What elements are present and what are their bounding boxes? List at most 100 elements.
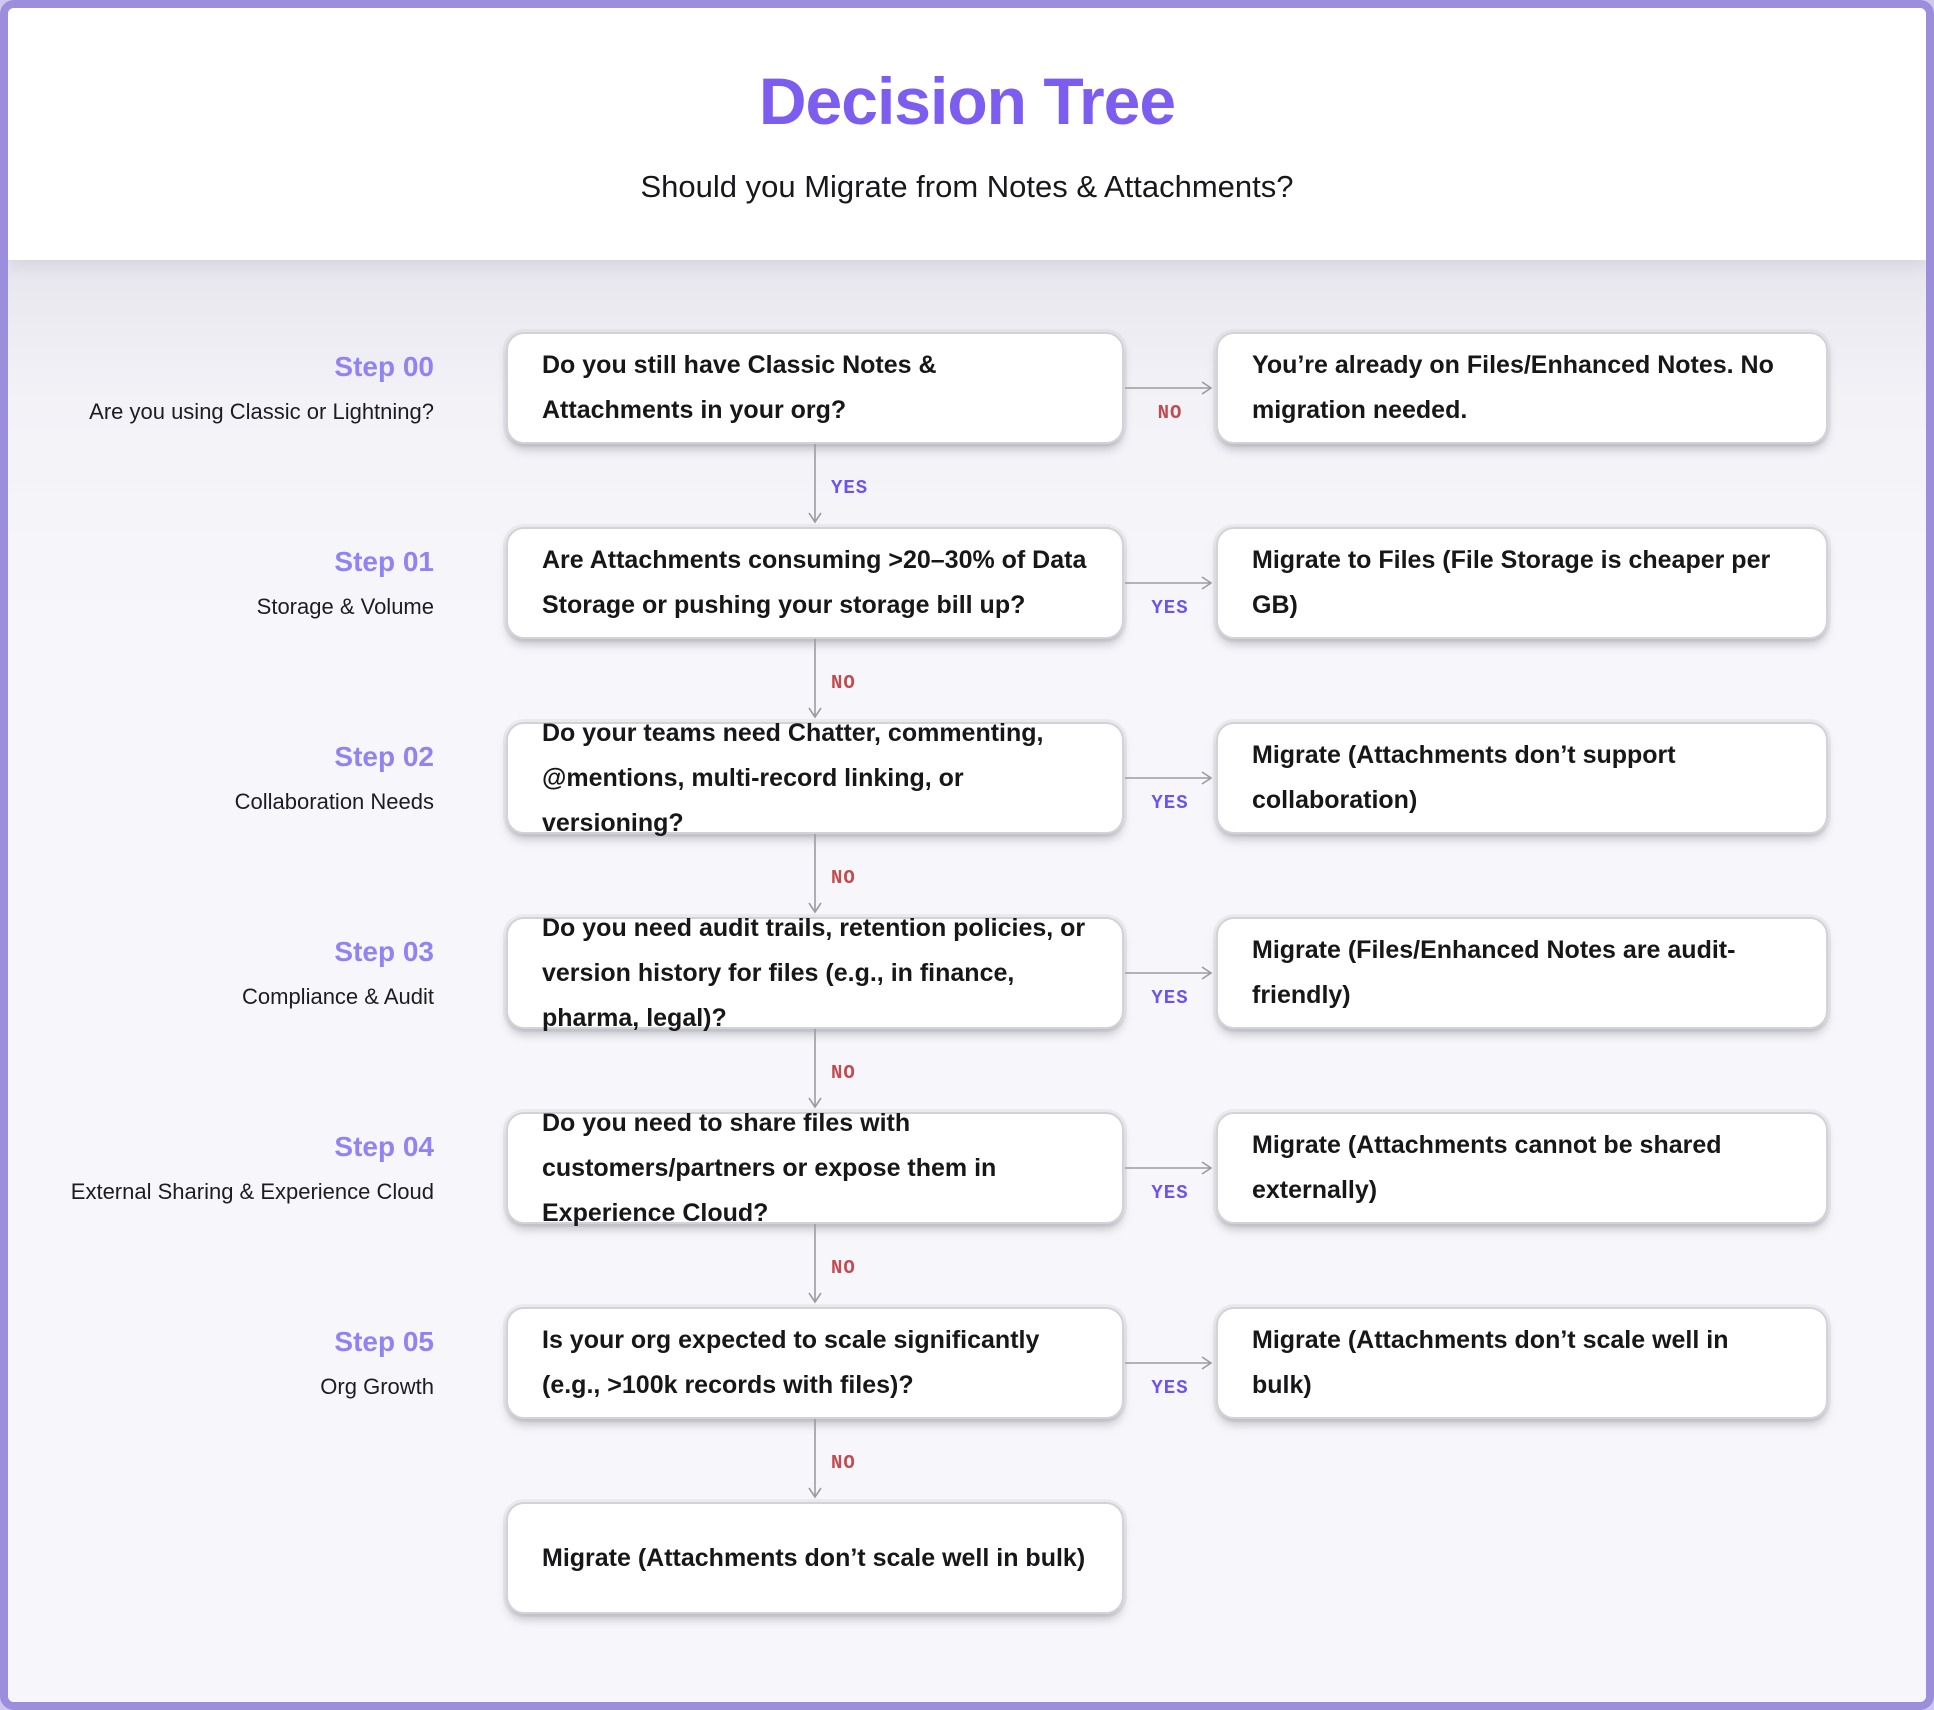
answer-box: Migrate (Attachments don’t support colla… [1216, 722, 1828, 834]
branch-arrow-cell: YES [1124, 917, 1216, 1029]
down-label: NO [831, 867, 856, 889]
down-label: NO [831, 1257, 856, 1279]
step-label-block: Step 03 Compliance & Audit [8, 917, 506, 1029]
question-text: Do your teams need Chatter, commenting, … [542, 718, 1044, 837]
answer-text: Migrate to Files (File Storage is cheape… [1252, 546, 1771, 619]
down-label: NO [831, 1062, 856, 1084]
step-label: Step 02 [334, 741, 434, 772]
down-arrow-cell: NO [506, 834, 1124, 922]
step-category: Org Growth [320, 1374, 434, 1399]
answer-text: Migrate (Attachments cannot be shared ex… [1252, 1131, 1722, 1204]
question-box: Is your org expected to scale significan… [506, 1307, 1124, 1419]
branch-arrow-cell: YES [1124, 527, 1216, 639]
down-arrow-cell: NO [506, 1419, 1124, 1507]
final-row: Migrate (Attachments don’t scale well in… [8, 1502, 1926, 1614]
answer-box: Migrate to Files (File Storage is cheape… [1216, 527, 1828, 639]
branch-arrow-cell: YES [1124, 1307, 1216, 1419]
down-label: YES [831, 477, 869, 499]
step-label: Step 00 [334, 351, 434, 382]
answer-text: Migrate (Files/Enhanced Notes are audit-… [1252, 936, 1736, 1009]
answer-text: You’re already on Files/Enhanced Notes. … [1252, 351, 1774, 424]
question-box: Do you still have Classic Notes & Attach… [506, 332, 1124, 444]
question-cell: Do your teams need Chatter, commenting, … [506, 719, 1124, 837]
question-cell: Do you still have Classic Notes & Attach… [506, 332, 1124, 444]
answer-box: Migrate (Attachments cannot be shared ex… [1216, 1112, 1828, 1224]
step-label: Step 05 [334, 1326, 434, 1357]
down-arrow-icon [808, 1224, 822, 1304]
step-label-block: Step 05 Org Growth [8, 1307, 506, 1419]
connector-row: NO [8, 1224, 1926, 1307]
step-category: Storage & Volume [256, 594, 434, 619]
question-cell: Do you need audit trails, retention poli… [506, 914, 1124, 1032]
step-label-block: Step 01 Storage & Volume [8, 527, 506, 639]
answer-text: Migrate (Attachments don’t support colla… [1252, 741, 1676, 814]
answer-cell: Migrate (Files/Enhanced Notes are audit-… [1216, 917, 1828, 1029]
connector-row: NO [8, 834, 1926, 917]
answer-cell: You’re already on Files/Enhanced Notes. … [1216, 332, 1828, 444]
decision-row: Step 02 Collaboration Needs Do your team… [8, 719, 1926, 837]
down-arrow-cell: NO [506, 639, 1124, 727]
step-category: Compliance & Audit [242, 984, 434, 1009]
down-arrow-icon [808, 444, 822, 524]
right-arrow-icon [1125, 1161, 1213, 1175]
question-box: Are Attachments consuming >20–30% of Dat… [506, 527, 1124, 639]
step-label: Step 04 [334, 1131, 434, 1162]
answer-cell: Migrate to Files (File Storage is cheape… [1216, 527, 1828, 639]
question-cell: Is your org expected to scale significan… [506, 1307, 1124, 1419]
down-arrow-icon [808, 1419, 822, 1499]
right-arrow-icon [1125, 1356, 1213, 1370]
step-category: External Sharing & Experience Cloud [70, 1179, 434, 1204]
step-label-block: Step 04 External Sharing & Experience Cl… [8, 1112, 506, 1224]
step-category: Collaboration Needs [234, 789, 434, 814]
question-text: Do you still have Classic Notes & Attach… [542, 351, 937, 424]
page-header: Decision Tree Should you Migrate from No… [8, 8, 1926, 260]
question-box: Do you need audit trails, retention poli… [506, 914, 1124, 1032]
question-text: Do you need audit trails, retention poli… [542, 913, 1086, 1032]
right-arrow-icon [1125, 966, 1213, 980]
final-cell: Migrate (Attachments don’t scale well in… [506, 1502, 1124, 1614]
answer-cell: Migrate (Attachments cannot be shared ex… [1216, 1112, 1828, 1224]
decision-row: Step 03 Compliance & Audit Do you need a… [8, 914, 1926, 1032]
step-label: Step 03 [334, 936, 434, 967]
question-text: Are Attachments consuming >20–30% of Dat… [542, 546, 1087, 619]
branch-label: YES [1151, 987, 1189, 1009]
decision-row: Step 00 Are you using Classic or Lightni… [8, 332, 1926, 444]
step-label-block: Step 02 Collaboration Needs [8, 722, 506, 834]
question-text: Do you need to share files with customer… [542, 1108, 997, 1227]
page-title: Decision Tree [758, 64, 1176, 138]
branch-arrow-cell: NO [1124, 332, 1216, 444]
branch-arrow-cell: YES [1124, 722, 1216, 834]
answer-box: Migrate (Files/Enhanced Notes are audit-… [1216, 917, 1828, 1029]
down-label: NO [831, 672, 856, 694]
connector-row: NO [8, 1419, 1926, 1502]
down-arrow-cell: NO [506, 1029, 1124, 1117]
final-text: Migrate (Attachments don’t scale well in… [542, 1543, 1086, 1572]
down-label: NO [831, 1452, 856, 1474]
page-subtitle: Should you Migrate from Notes & Attachme… [640, 169, 1294, 204]
branch-label: YES [1151, 792, 1189, 814]
answer-box: Migrate (Attachments don’t scale well in… [1216, 1307, 1828, 1419]
branch-label: NO [1157, 402, 1183, 424]
branch-label: YES [1151, 597, 1189, 619]
answer-cell: Migrate (Attachments don’t support colla… [1216, 722, 1828, 834]
decision-row: Step 04 External Sharing & Experience Cl… [8, 1109, 1926, 1227]
branch-label: YES [1151, 1377, 1189, 1399]
right-arrow-icon [1125, 771, 1213, 785]
final-box: Migrate (Attachments don’t scale well in… [506, 1502, 1124, 1614]
down-arrow-icon [808, 834, 822, 914]
decision-row: Step 05 Org Growth Is your org expected … [8, 1307, 1926, 1419]
question-cell: Are Attachments consuming >20–30% of Dat… [506, 527, 1124, 639]
answer-box: You’re already on Files/Enhanced Notes. … [1216, 332, 1828, 444]
branch-arrow-cell: YES [1124, 1112, 1216, 1224]
right-arrow-icon [1125, 381, 1213, 395]
decision-row: Step 01 Storage & Volume Are Attachments… [8, 527, 1926, 639]
down-arrow-icon [808, 1029, 822, 1109]
step-label: Step 01 [334, 546, 434, 577]
down-arrow-icon [808, 639, 822, 719]
connector-row: YES [8, 444, 1926, 527]
question-box: Do you need to share files with customer… [506, 1109, 1124, 1227]
connector-row: NO [8, 1029, 1926, 1112]
question-box: Do your teams need Chatter, commenting, … [506, 719, 1124, 837]
down-arrow-cell: NO [506, 1224, 1124, 1312]
question-cell: Do you need to share files with customer… [506, 1109, 1124, 1227]
